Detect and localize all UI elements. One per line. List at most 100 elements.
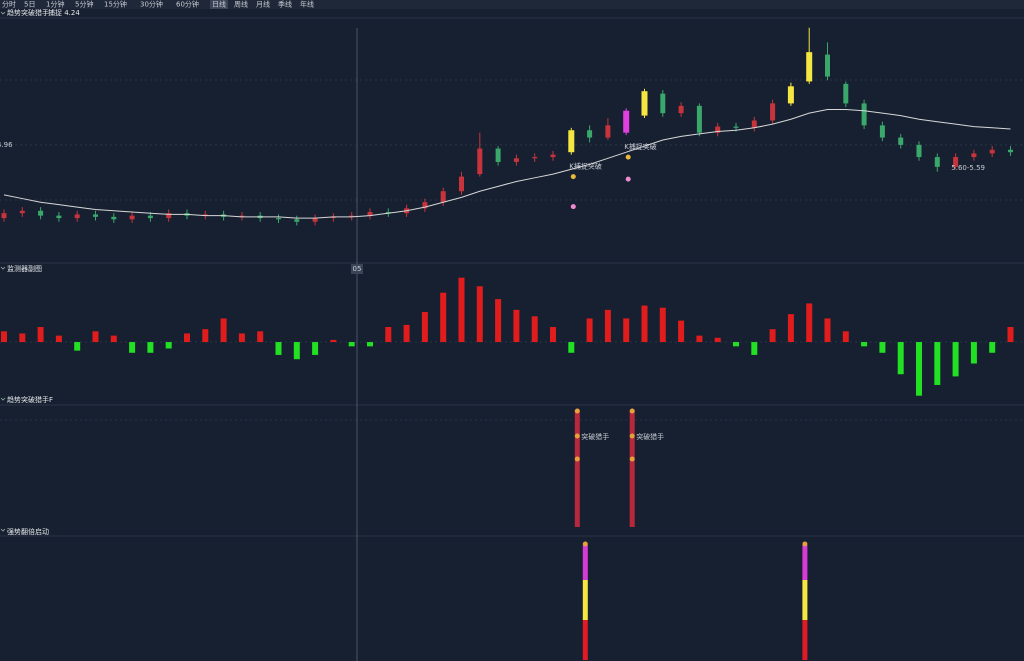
signal-icon xyxy=(582,541,588,547)
panel-title: 趋势突破猎手 xyxy=(7,8,49,17)
histogram-bar xyxy=(659,307,666,343)
candle-body xyxy=(38,210,44,216)
candle-body xyxy=(770,103,776,121)
signal-icon xyxy=(574,408,580,414)
signal-icon xyxy=(625,176,631,182)
candle-body xyxy=(1008,149,1013,153)
candle-body xyxy=(422,202,428,209)
price-note: 5.60-5.59 xyxy=(951,164,985,172)
histogram-bar xyxy=(385,327,392,343)
histogram-bar xyxy=(696,335,703,343)
candle-body xyxy=(751,120,757,128)
signal-icon xyxy=(629,408,635,414)
histogram-bar xyxy=(916,342,922,396)
candle-body xyxy=(367,211,373,216)
candle-body xyxy=(568,130,575,153)
candle-body xyxy=(733,126,739,128)
candle-body xyxy=(641,91,648,116)
histogram-bar xyxy=(74,342,81,351)
candle-body xyxy=(715,126,721,133)
signal-icon xyxy=(574,433,580,439)
histogram-bar xyxy=(568,342,575,353)
candle-body xyxy=(587,130,593,138)
candle-body xyxy=(74,214,80,219)
histogram-bar xyxy=(1,331,7,343)
moving-average xyxy=(3,109,1011,219)
candle-body xyxy=(843,83,849,104)
tab[interactable]: 60分钟 xyxy=(176,0,199,9)
candle-body xyxy=(330,216,336,219)
signal-icon xyxy=(574,456,580,462)
signal-bar xyxy=(574,410,580,527)
histogram-bar xyxy=(220,318,227,343)
candle-body xyxy=(312,218,318,222)
histogram-bar xyxy=(37,327,44,343)
candle-body xyxy=(166,213,172,219)
tab[interactable]: 年线 xyxy=(300,0,314,9)
candle-body xyxy=(898,137,904,145)
tab[interactable]: 1分钟 xyxy=(46,0,64,9)
tab[interactable]: 15分钟 xyxy=(104,0,127,9)
candle-body xyxy=(660,93,666,114)
candle-body xyxy=(623,110,630,133)
panel-title: 趋势突破猎手F xyxy=(7,395,53,404)
candle-body xyxy=(678,105,684,114)
signal-segment xyxy=(582,620,588,660)
histogram-bar xyxy=(861,342,868,347)
chevrons xyxy=(0,11,6,532)
histogram-bar xyxy=(897,342,904,375)
candle-body xyxy=(861,103,867,126)
signal-icon xyxy=(629,456,635,462)
tab-active-bg xyxy=(210,0,228,9)
candle-body xyxy=(605,125,611,138)
y-tick-label: 4.96 xyxy=(0,141,13,149)
candle-body xyxy=(129,215,135,220)
histogram-bar xyxy=(275,342,282,355)
histogram-bar xyxy=(129,342,136,353)
candle-body xyxy=(93,214,98,217)
signal-label: 突破猎手 xyxy=(581,432,609,441)
signal-bar xyxy=(629,410,635,527)
candle-body xyxy=(696,105,702,133)
candle-body xyxy=(879,125,885,138)
tab[interactable]: 周线 xyxy=(234,0,248,9)
candle-body xyxy=(989,149,995,154)
histogram-bar xyxy=(403,324,410,343)
histogram-bar xyxy=(641,305,648,343)
histogram-bar xyxy=(476,286,483,343)
candle-body xyxy=(916,144,922,158)
tab[interactable]: 季线 xyxy=(278,0,292,9)
signal-icon xyxy=(802,541,808,547)
candle-body xyxy=(19,210,25,214)
candle-body xyxy=(385,211,391,214)
candle-body xyxy=(787,86,794,104)
histogram-bar xyxy=(367,342,373,347)
histogram-bar xyxy=(733,342,739,347)
histogram-bar xyxy=(458,277,465,343)
histogram-bar xyxy=(202,329,209,343)
histogram-bar xyxy=(586,318,593,343)
tab[interactable]: 30分钟 xyxy=(140,0,163,9)
candle-body xyxy=(513,158,519,162)
signal-segment xyxy=(802,545,808,580)
tab[interactable]: 5日 xyxy=(24,1,35,9)
candle-body xyxy=(806,52,813,82)
tab[interactable]: 5分钟 xyxy=(75,0,93,9)
histogram-bar xyxy=(678,320,685,343)
histogram-bar xyxy=(147,342,154,353)
candle-body xyxy=(294,219,300,222)
tab[interactable]: 日线 xyxy=(212,0,226,9)
signal-icon xyxy=(625,154,631,160)
crosshair-label: 05 xyxy=(353,265,362,273)
candle-body xyxy=(934,157,940,167)
histogram-bar xyxy=(531,316,538,343)
histogram-bar xyxy=(312,342,319,355)
tab[interactable]: 月线 xyxy=(256,0,270,9)
signal-icon xyxy=(570,204,576,210)
signal-icon xyxy=(629,433,635,439)
histogram-bar xyxy=(55,335,62,343)
tab[interactable]: 分时 xyxy=(2,0,16,9)
candle-body xyxy=(971,153,977,158)
